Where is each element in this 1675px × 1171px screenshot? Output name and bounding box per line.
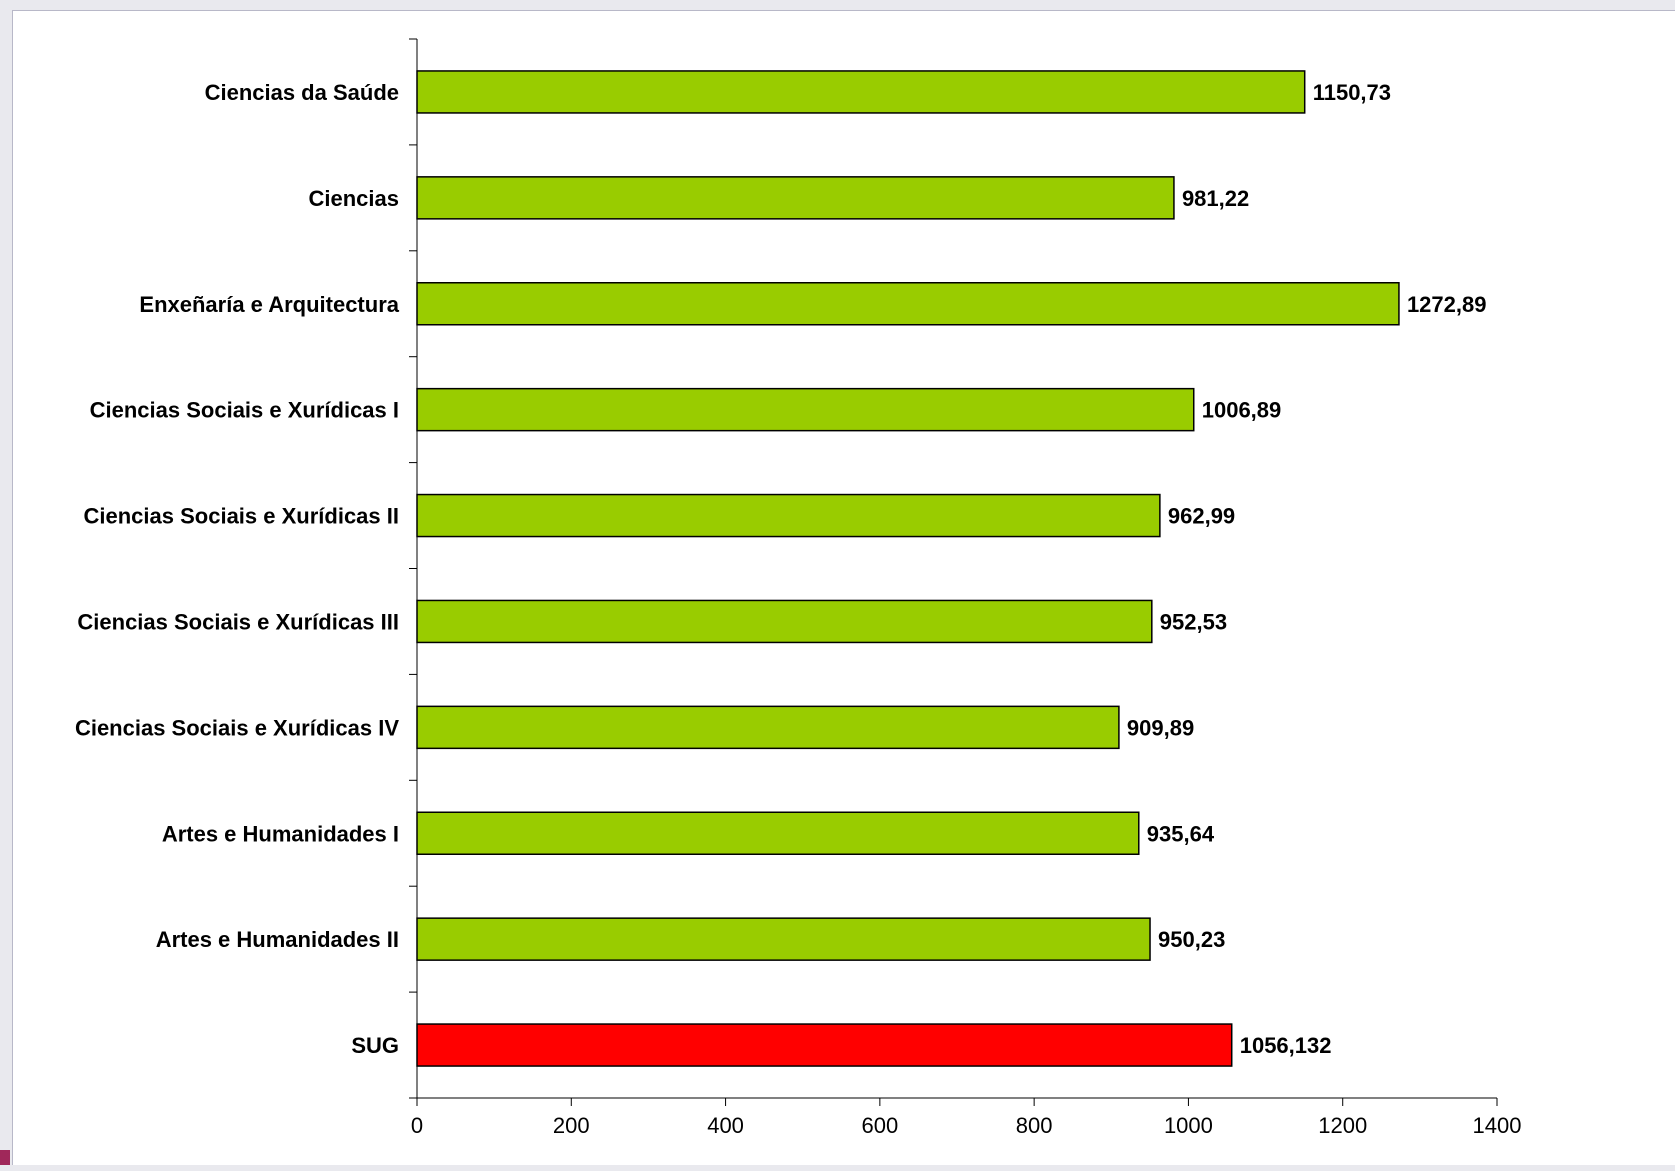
- data-label: 909,89: [1127, 715, 1194, 740]
- x-tick-label: 400: [707, 1113, 744, 1138]
- data-label: 981,22: [1182, 186, 1249, 211]
- data-label: 1150,73: [1313, 80, 1391, 105]
- bar: [416, 1023, 1233, 1067]
- value-labels: 1150,73 981,22 1272,89 1006,89 962,99 952,53 9…: [1127, 80, 1487, 1058]
- chart-frame: 0 200 400 600 800 1000 1200 1400 Ciencias da Sa…: [12, 10, 1675, 1165]
- bar: [416, 917, 1151, 961]
- category-label: Artes e Humanidades II: [156, 927, 399, 952]
- bar: [416, 282, 1400, 326]
- bar: [416, 387, 1195, 432]
- corner-accent: [0, 1150, 10, 1165]
- data-label: 1056,132: [1240, 1033, 1332, 1058]
- bar: [416, 176, 1175, 220]
- data-label: 935,64: [1147, 821, 1215, 846]
- x-tick-label: 0: [411, 1113, 423, 1138]
- x-tick-label: 200: [553, 1113, 590, 1138]
- x-tick-label: 600: [861, 1113, 898, 1138]
- y-axis: [409, 38, 418, 1099]
- data-label: 1006,89: [1202, 398, 1282, 423]
- bar: [416, 493, 1161, 538]
- category-label: Ciencias Sociais e Xurídicas II: [84, 504, 400, 529]
- x-tick-label: 1400: [1473, 1113, 1522, 1138]
- category-label: Ciencias: [309, 186, 400, 211]
- x-tick-label: 1200: [1318, 1113, 1367, 1138]
- bar: [416, 811, 1140, 855]
- data-label: 962,99: [1168, 504, 1235, 529]
- category-labels: Ciencias da Saúde Ciencias Enxeñaría e Arq…: [75, 80, 400, 1058]
- x-tick-label: 1000: [1164, 1113, 1213, 1138]
- category-label: Ciencias Sociais e Xurídicas I: [90, 398, 399, 423]
- bar: [416, 70, 1306, 114]
- data-label: 952,53: [1160, 609, 1227, 634]
- data-label: 950,23: [1158, 927, 1225, 952]
- bar: [416, 599, 1153, 644]
- data-label: 1272,89: [1407, 292, 1487, 317]
- category-label: Ciencias da Saúde: [205, 80, 399, 105]
- bars: [416, 70, 1400, 1067]
- bar: [416, 705, 1120, 750]
- category-label: SUG: [351, 1033, 399, 1058]
- category-label: Enxeñaría e Arquitectura: [139, 292, 399, 317]
- category-label: Ciencias Sociais e Xurídicas III: [77, 609, 399, 634]
- category-label: Ciencias Sociais e Xurídicas IV: [75, 715, 399, 740]
- x-axis: 0 200 400 600 800 1000 1200 1400: [409, 1097, 1522, 1138]
- bar-chart: 0 200 400 600 800 1000 1200 1400 Ciencias da Sa…: [75, 38, 1522, 1138]
- x-tick-label: 800: [1016, 1113, 1053, 1138]
- category-label: Artes e Humanidades I: [162, 821, 399, 846]
